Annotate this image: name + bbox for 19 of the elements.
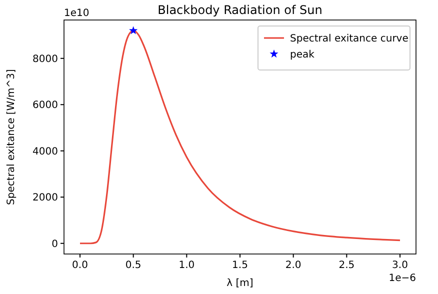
x-tick-label: 0.0 (72, 260, 88, 271)
legend-label: peak (290, 50, 315, 60)
text: 1e−6 (388, 273, 416, 284)
legend-label: Spectral exitance curve (290, 34, 408, 44)
y-tick-label: 4000 (32, 146, 58, 158)
x-tick-label: 2.5 (338, 260, 355, 271)
x-tick-label: 1.5 (232, 260, 248, 271)
y-tick-label: 2000 (32, 192, 58, 204)
y-tick-label: 0 (52, 238, 58, 250)
text: 1e10 (64, 8, 90, 19)
x-tick-label: 1.0 (178, 260, 195, 271)
y-axis-title: Spectral exitance [W/m^3] (6, 68, 17, 205)
x-tick-label: 3.0 (392, 260, 408, 271)
x-tick-label: 2.0 (285, 260, 302, 271)
y-tick-label: 8000 (32, 54, 58, 65)
x-tick-label: 0.5 (125, 260, 142, 271)
x-axis-title: λ [m] (226, 278, 254, 289)
chart-title: Blackbody Radiation of Sun (158, 3, 322, 17)
y-tick-label: 6000 (32, 100, 58, 112)
